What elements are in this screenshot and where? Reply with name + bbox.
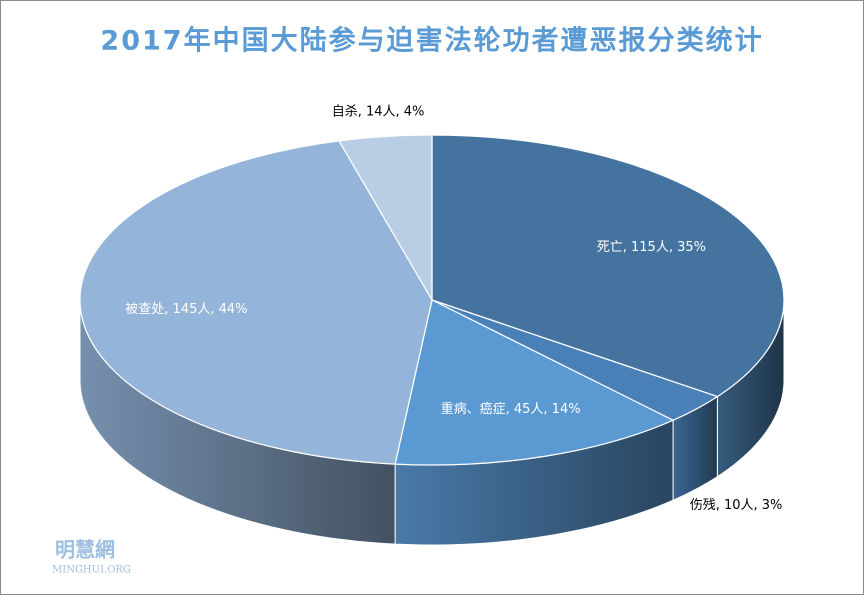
slice (79, 140, 433, 465)
data-label: 自杀, 14人, 4% (332, 104, 425, 119)
watermark-site: MINGHUI.ORG (52, 565, 131, 576)
data-label: 死亡, 115人, 35% (597, 240, 706, 255)
data-label: 伤残, 10人, 3% (690, 498, 783, 513)
chart-title: 2017年中国大陆参与迫害法轮功者遭恶报分类统计 (100, 25, 763, 57)
slice (431, 134, 785, 398)
slice (394, 299, 675, 466)
data-label: 被查处, 145人, 44% (125, 302, 247, 317)
data-label: 重病、癌症, 45人, 14% (441, 401, 581, 417)
watermark-name: 明慧網 (55, 538, 115, 562)
slice (338, 134, 433, 303)
pie: 死亡, 115人, 35% 伤残, 10人, 3% 重病、癌症, 45人, 14% 被… (79, 104, 785, 546)
